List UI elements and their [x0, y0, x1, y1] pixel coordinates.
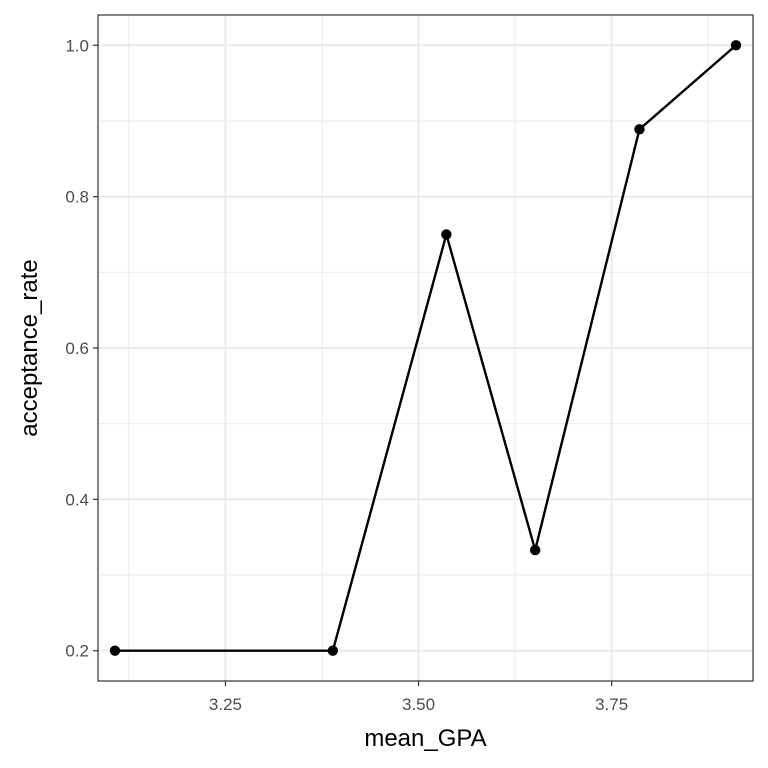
data-point-1 — [327, 645, 339, 656]
data-point-4 — [634, 124, 645, 135]
data-point-3 — [529, 544, 541, 556]
x-axis-title: mean_GPA — [364, 725, 486, 752]
x-tick-label-2: 3.75 — [595, 695, 628, 714]
y-tick-label-4: 1.0 — [65, 36, 89, 55]
x-tick-label-1: 3.50 — [402, 695, 435, 714]
y-axis: 0.2 0.4 0.6 0.8 1.0 — [65, 36, 98, 661]
data-point-0 — [109, 645, 121, 656]
data-point-2 — [441, 229, 452, 240]
y-tick-label-3: 0.8 — [65, 188, 89, 207]
y-tick-label-1: 0.4 — [65, 490, 89, 509]
data-point-5 — [730, 40, 742, 51]
y-tick-label-2: 0.6 — [65, 339, 89, 358]
x-tick-label-0: 3.25 — [209, 695, 242, 714]
series-line-0 — [114, 44, 737, 652]
series-layer — [109, 40, 742, 656]
x-axis: 3.25 3.50 3.75 — [209, 681, 628, 714]
y-tick-label-0: 0.2 — [65, 642, 89, 661]
y-axis-title: acceptance_rate — [16, 259, 43, 436]
